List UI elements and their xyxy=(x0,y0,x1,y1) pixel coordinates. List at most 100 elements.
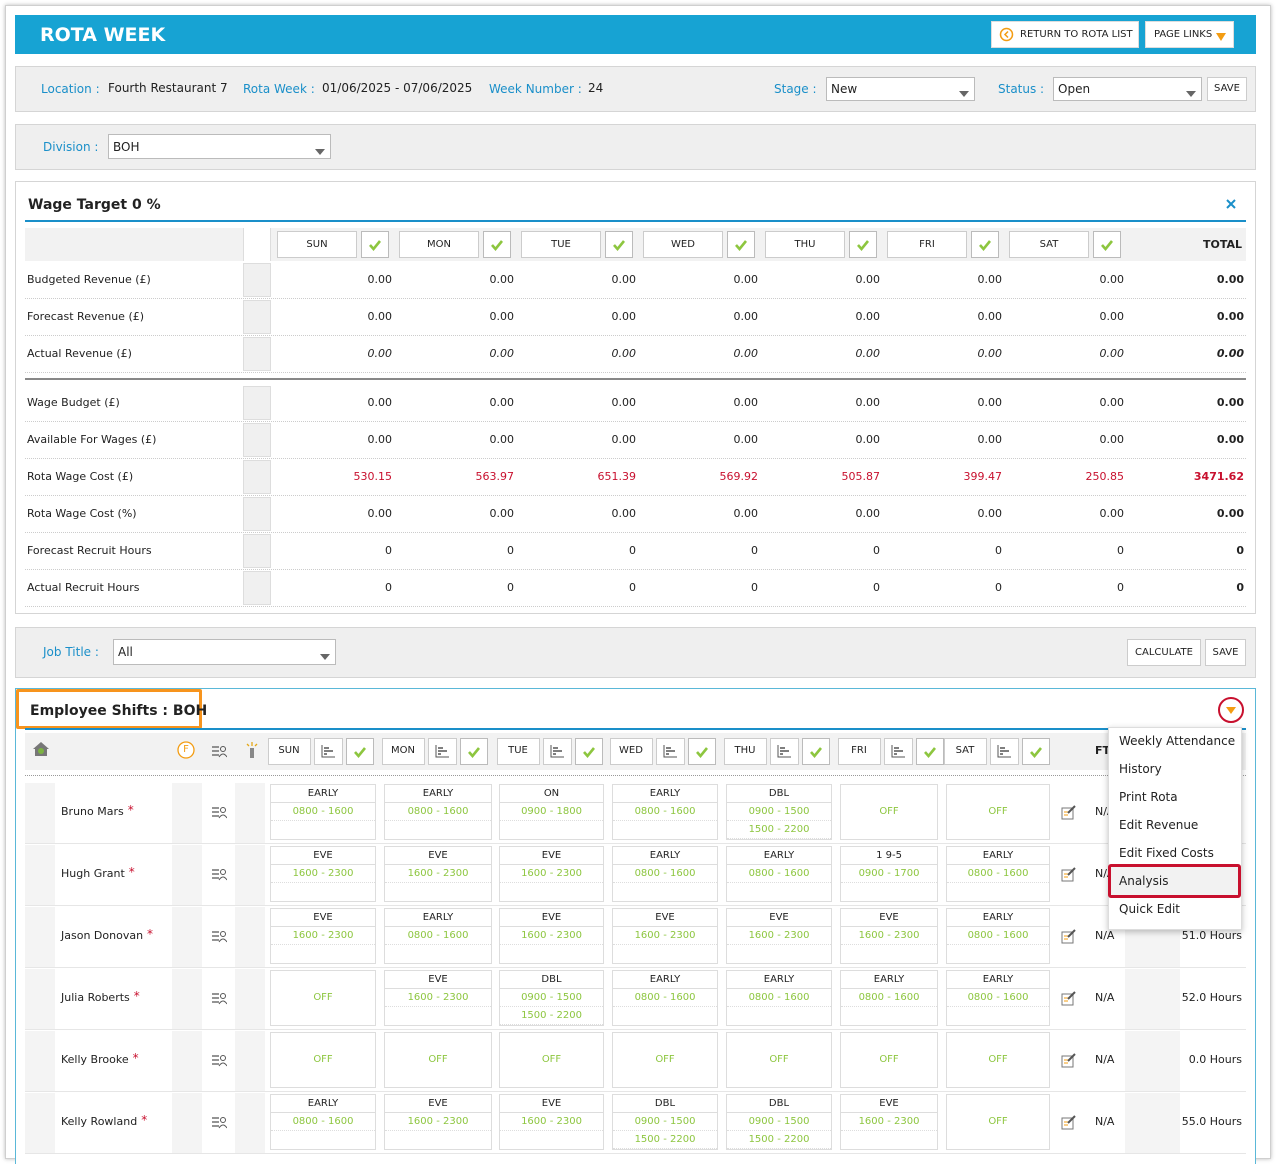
shift-cell[interactable] xyxy=(384,970,492,1026)
shift-cell[interactable] xyxy=(946,784,1050,840)
time-line xyxy=(271,882,375,883)
shift-cell[interactable] xyxy=(270,846,376,902)
shift-cell[interactable] xyxy=(499,1094,604,1150)
column-header: FT xyxy=(1095,744,1111,757)
check-box[interactable] xyxy=(483,231,511,258)
check-box[interactable] xyxy=(361,231,389,258)
gray-cell xyxy=(243,534,271,568)
shift-cell[interactable] xyxy=(499,784,604,840)
employee-name[interactable]: Hugh Grant xyxy=(61,867,125,880)
shift-cell[interactable] xyxy=(612,846,718,902)
division-select[interactable] xyxy=(108,134,331,159)
shift-cell[interactable] xyxy=(946,1094,1050,1150)
menu-item[interactable]: Print Rota xyxy=(1119,790,1178,804)
edit-icon[interactable] xyxy=(1061,804,1077,820)
shift-cell[interactable] xyxy=(270,970,376,1026)
shift-cell[interactable] xyxy=(384,784,492,840)
employee-name[interactable]: Jason Donovan xyxy=(61,929,144,942)
check-box[interactable] xyxy=(575,738,603,765)
shift-cell[interactable] xyxy=(270,908,376,964)
shift-cell[interactable] xyxy=(384,1032,492,1088)
check-box[interactable] xyxy=(971,231,999,258)
edit-icon[interactable] xyxy=(1061,866,1077,882)
shift-cell[interactable] xyxy=(499,1032,604,1088)
shift-cell[interactable] xyxy=(612,1094,718,1150)
shift-cell[interactable] xyxy=(946,970,1050,1026)
row-separator xyxy=(25,1091,1246,1092)
list-icon[interactable] xyxy=(211,1053,228,1067)
shift-cell[interactable] xyxy=(726,970,832,1026)
options-toggle[interactable] xyxy=(1217,696,1245,724)
check-box[interactable] xyxy=(605,231,633,258)
shift-cell[interactable] xyxy=(499,908,604,964)
list-icon[interactable] xyxy=(211,1115,228,1129)
shift-cell[interactable] xyxy=(726,1094,832,1150)
list-icon[interactable] xyxy=(211,744,228,758)
employee-name[interactable]: Kelly Brooke xyxy=(61,1053,129,1066)
return-button[interactable] xyxy=(991,21,1139,48)
shift-cell[interactable] xyxy=(946,1032,1050,1088)
shift-cell[interactable] xyxy=(946,846,1050,902)
edit-icon[interactable] xyxy=(1061,928,1077,944)
shift-code: EARLY xyxy=(982,850,1014,861)
shift-cell[interactable] xyxy=(612,970,718,1026)
f-icon-ring xyxy=(177,741,195,759)
check-box[interactable] xyxy=(849,231,877,258)
shift-cell[interactable] xyxy=(384,1094,492,1150)
shift-cell[interactable] xyxy=(726,908,832,964)
shift-cell[interactable] xyxy=(270,1094,376,1150)
stage-select[interactable] xyxy=(826,77,975,101)
edit-icon[interactable] xyxy=(1061,1052,1077,1068)
shift-cell[interactable] xyxy=(726,846,832,902)
shift-cell[interactable] xyxy=(499,846,604,902)
shift-cell[interactable] xyxy=(499,970,604,1026)
menu-item[interactable]: Weekly Attendance xyxy=(1119,734,1236,748)
shift-cell[interactable] xyxy=(840,784,938,840)
shift-cell[interactable] xyxy=(384,908,492,964)
employee-name[interactable]: Bruno Mars xyxy=(61,805,124,818)
shift-cell[interactable] xyxy=(270,784,376,840)
shift-cell[interactable] xyxy=(840,846,938,902)
shift-cell[interactable] xyxy=(384,846,492,902)
employee-name[interactable]: Kelly Rowland xyxy=(61,1115,138,1128)
job-select[interactable] xyxy=(113,639,336,665)
calculate-button[interactable] xyxy=(1127,639,1201,666)
status-select[interactable] xyxy=(1053,77,1202,101)
shift-cell[interactable] xyxy=(612,1032,718,1088)
check-box[interactable] xyxy=(1093,231,1121,258)
shift-cell[interactable] xyxy=(840,1094,938,1150)
shift-cell[interactable] xyxy=(612,784,718,840)
edit-icon[interactable] xyxy=(1061,1114,1077,1130)
menu-item[interactable]: Edit Fixed Costs xyxy=(1119,846,1214,860)
menu-item[interactable]: Quick Edit xyxy=(1119,902,1180,916)
shift-cell[interactable] xyxy=(726,1032,832,1088)
shift-cell[interactable] xyxy=(840,908,938,964)
save-button[interactable] xyxy=(1205,639,1246,666)
shift-cell[interactable] xyxy=(840,970,938,1026)
list-icon[interactable] xyxy=(211,867,228,881)
shift-cell[interactable] xyxy=(270,1032,376,1088)
employee-name[interactable]: Julia Roberts xyxy=(61,991,130,1004)
check-box[interactable] xyxy=(346,738,374,765)
check-box[interactable] xyxy=(688,738,716,765)
list-icon[interactable] xyxy=(211,805,228,819)
menu-item[interactable]: Analysis xyxy=(1119,874,1169,888)
day-box xyxy=(944,738,987,765)
save-button[interactable] xyxy=(1207,77,1247,101)
edit-icon[interactable] xyxy=(1061,990,1077,1006)
shift-cell[interactable] xyxy=(612,908,718,964)
check-box[interactable] xyxy=(802,738,830,765)
list-icon[interactable] xyxy=(211,991,228,1005)
check-box[interactable] xyxy=(1022,738,1050,765)
shift-cell[interactable] xyxy=(726,784,832,840)
check-box[interactable] xyxy=(916,738,944,765)
menu-item[interactable]: Edit Revenue xyxy=(1119,818,1199,832)
shift-cell[interactable] xyxy=(946,908,1050,964)
summary-box[interactable] xyxy=(990,738,1019,765)
check-box[interactable] xyxy=(727,231,755,258)
list-icon[interactable] xyxy=(211,929,228,943)
shift-cell[interactable] xyxy=(840,1032,938,1088)
check-box[interactable] xyxy=(460,738,488,765)
close-icon[interactable] xyxy=(1226,198,1236,209)
menu-item[interactable]: History xyxy=(1119,762,1162,776)
